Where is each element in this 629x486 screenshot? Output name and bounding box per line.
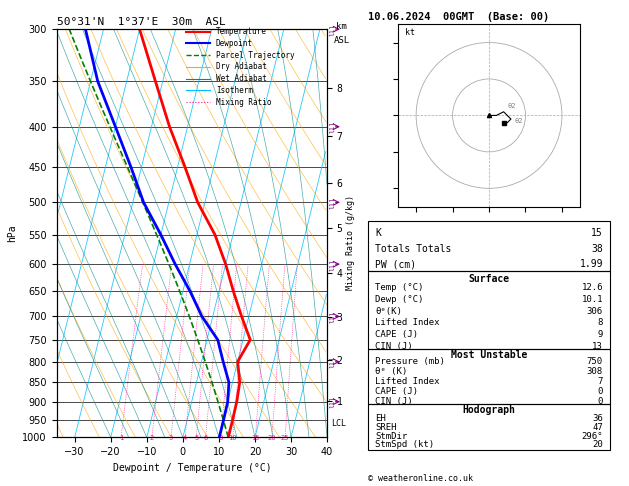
Text: 10.1: 10.1: [581, 295, 603, 304]
Text: 0: 0: [598, 387, 603, 396]
Text: 8: 8: [219, 435, 223, 441]
Text: 9: 9: [598, 330, 603, 339]
Text: θ2: θ2: [515, 118, 523, 124]
Text: km: km: [336, 22, 347, 31]
Bar: [368, 349, 610, 404]
Text: 1.99: 1.99: [579, 259, 603, 269]
Text: PW (cm): PW (cm): [376, 259, 416, 269]
Bar: [368, 271, 610, 349]
Text: StmSpd (kt): StmSpd (kt): [376, 440, 435, 449]
Text: 50°31'N  1°37'E  30m  ASL: 50°31'N 1°37'E 30m ASL: [57, 17, 225, 27]
Text: 750: 750: [587, 357, 603, 366]
Text: lll: lll: [330, 196, 336, 209]
Y-axis label: hPa: hPa: [7, 225, 17, 242]
Text: Pressure (mb): Pressure (mb): [376, 357, 445, 366]
Text: 1: 1: [119, 435, 123, 441]
Text: kt: kt: [405, 28, 415, 37]
Text: 10: 10: [228, 435, 237, 441]
Text: θ2: θ2: [507, 103, 516, 109]
Text: 47: 47: [592, 423, 603, 432]
Text: 308: 308: [587, 367, 603, 376]
Text: Dry Adiabat: Dry Adiabat: [216, 62, 267, 71]
Text: Surface: Surface: [469, 274, 509, 284]
Text: lll: lll: [330, 121, 336, 133]
Text: StmDir: StmDir: [376, 432, 408, 440]
Bar: [368, 404, 610, 450]
Text: LCL: LCL: [331, 419, 346, 428]
Text: Mixing Ratio (g/kg): Mixing Ratio (g/kg): [347, 195, 355, 291]
Bar: [368, 221, 610, 271]
Text: 10.06.2024  00GMT  (Base: 00): 10.06.2024 00GMT (Base: 00): [368, 12, 549, 22]
Text: Most Unstable: Most Unstable: [451, 350, 527, 360]
Text: Mixing Ratio: Mixing Ratio: [216, 98, 272, 106]
Text: Dewp (°C): Dewp (°C): [376, 295, 423, 304]
Text: lll: lll: [330, 395, 336, 408]
Text: Lifted Index: Lifted Index: [376, 318, 440, 328]
Text: Isotherm: Isotherm: [216, 86, 253, 95]
Text: 20: 20: [592, 440, 603, 449]
Text: Hodograph: Hodograph: [462, 405, 516, 415]
Text: 6: 6: [203, 435, 208, 441]
Text: 36: 36: [592, 414, 603, 423]
Text: 38: 38: [591, 243, 603, 254]
Text: CAPE (J): CAPE (J): [376, 387, 418, 396]
Text: 12.6: 12.6: [581, 283, 603, 292]
Text: CIN (J): CIN (J): [376, 397, 413, 406]
Text: lll: lll: [330, 258, 336, 271]
Text: SREH: SREH: [376, 423, 397, 432]
Text: Dewpoint: Dewpoint: [216, 39, 253, 48]
Text: ASL: ASL: [333, 36, 350, 46]
Text: 7: 7: [598, 377, 603, 386]
Text: 20: 20: [268, 435, 276, 441]
Text: θᵉ (K): θᵉ (K): [376, 367, 408, 376]
Text: 25: 25: [281, 435, 289, 441]
Text: 3: 3: [169, 435, 173, 441]
Text: © weatheronline.co.uk: © weatheronline.co.uk: [368, 474, 473, 483]
X-axis label: Dewpoint / Temperature (°C): Dewpoint / Temperature (°C): [113, 463, 271, 473]
Text: lll: lll: [330, 355, 336, 368]
Text: Wet Adiabat: Wet Adiabat: [216, 74, 267, 83]
Text: 296°: 296°: [581, 432, 603, 440]
Text: 306: 306: [587, 307, 603, 315]
Text: lll: lll: [330, 310, 336, 323]
Text: θᵉ(K): θᵉ(K): [376, 307, 402, 315]
Text: Temp (°C): Temp (°C): [376, 283, 423, 292]
Text: 5: 5: [194, 435, 198, 441]
Text: 15: 15: [251, 435, 260, 441]
Text: CAPE (J): CAPE (J): [376, 330, 418, 339]
Text: 4: 4: [183, 435, 187, 441]
Text: 2: 2: [150, 435, 154, 441]
Text: 8: 8: [598, 318, 603, 328]
Text: 0: 0: [598, 397, 603, 406]
Text: lll: lll: [330, 23, 336, 35]
Text: CIN (J): CIN (J): [376, 342, 413, 351]
Text: 13: 13: [592, 342, 603, 351]
Text: Totals Totals: Totals Totals: [376, 243, 452, 254]
Text: K: K: [376, 228, 381, 238]
Text: Lifted Index: Lifted Index: [376, 377, 440, 386]
Text: 15: 15: [591, 228, 603, 238]
Text: Temperature: Temperature: [216, 27, 267, 36]
Text: Parcel Trajectory: Parcel Trajectory: [216, 51, 294, 60]
Text: EH: EH: [376, 414, 386, 423]
